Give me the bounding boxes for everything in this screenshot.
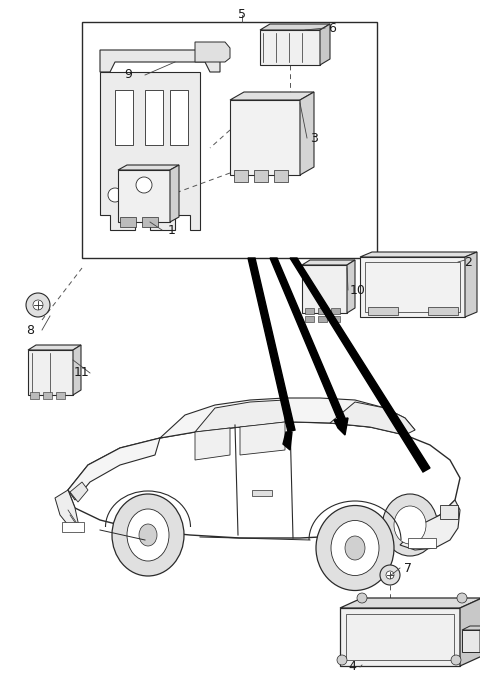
Polygon shape [195,428,230,460]
Polygon shape [118,170,170,222]
Bar [234,170,248,182]
Bar [305,308,314,314]
Circle shape [33,300,43,310]
Polygon shape [465,252,477,317]
Text: 1: 1 [168,223,176,236]
Ellipse shape [139,524,157,546]
Bar [142,217,158,227]
Bar [56,392,65,399]
Polygon shape [195,400,285,432]
Bar [318,316,327,322]
Bar [331,316,340,322]
Bar [120,217,136,227]
Polygon shape [290,258,430,472]
Polygon shape [302,260,355,265]
Bar [115,90,133,145]
Bar [440,505,458,519]
Text: 8: 8 [26,324,34,336]
Polygon shape [68,422,460,538]
Text: 5: 5 [238,9,246,22]
Bar [318,308,327,314]
Polygon shape [260,30,320,65]
Ellipse shape [345,536,365,560]
Polygon shape [70,482,88,502]
Circle shape [451,655,461,665]
Polygon shape [195,42,230,62]
Polygon shape [462,626,480,630]
Polygon shape [248,258,295,432]
Bar [368,307,398,315]
Bar [274,170,288,182]
Bar [254,170,268,182]
Text: 2: 2 [464,256,472,269]
Polygon shape [334,418,348,435]
Polygon shape [340,598,480,608]
Circle shape [337,655,347,665]
Polygon shape [100,50,220,72]
Polygon shape [360,257,465,317]
Bar [365,262,460,312]
Polygon shape [230,100,300,175]
Polygon shape [28,350,73,395]
Polygon shape [300,92,314,175]
Circle shape [26,293,50,317]
Ellipse shape [316,505,394,590]
Bar [30,392,39,399]
Polygon shape [347,260,355,313]
Polygon shape [330,402,415,435]
Text: 10: 10 [350,283,366,297]
Polygon shape [73,345,81,395]
Circle shape [136,177,152,193]
Bar [62,522,84,532]
Bar [145,90,163,145]
Text: 4: 4 [348,660,356,673]
Ellipse shape [112,494,184,576]
Bar [170,90,188,145]
Bar [346,614,454,660]
Polygon shape [100,72,200,230]
Polygon shape [68,438,160,500]
Polygon shape [460,598,480,666]
Bar [43,392,52,399]
Polygon shape [400,500,460,550]
Polygon shape [340,608,460,666]
Circle shape [457,593,467,603]
Circle shape [108,188,122,202]
Polygon shape [260,24,330,30]
Circle shape [357,593,367,603]
Polygon shape [55,490,82,532]
Circle shape [386,571,394,579]
Text: 11: 11 [74,367,90,380]
Bar [305,316,314,322]
Polygon shape [160,398,415,438]
Text: 6: 6 [328,22,336,34]
Polygon shape [230,92,314,100]
Polygon shape [240,422,285,455]
Ellipse shape [394,506,426,544]
Ellipse shape [383,494,437,556]
Text: 3: 3 [310,131,318,145]
Ellipse shape [127,509,169,561]
Polygon shape [28,345,81,350]
Polygon shape [320,24,330,65]
Bar [428,307,458,315]
Polygon shape [170,165,179,222]
Polygon shape [118,165,179,170]
Polygon shape [462,630,480,652]
Bar [252,490,272,496]
Bar [408,538,436,548]
Polygon shape [360,252,477,257]
Bar [331,308,340,314]
Polygon shape [302,265,347,313]
Text: 7: 7 [404,561,412,575]
Circle shape [380,565,400,585]
Text: 9: 9 [124,69,132,81]
Bar [82,22,377,258]
Polygon shape [283,432,292,450]
Polygon shape [270,258,345,420]
Ellipse shape [331,520,379,575]
